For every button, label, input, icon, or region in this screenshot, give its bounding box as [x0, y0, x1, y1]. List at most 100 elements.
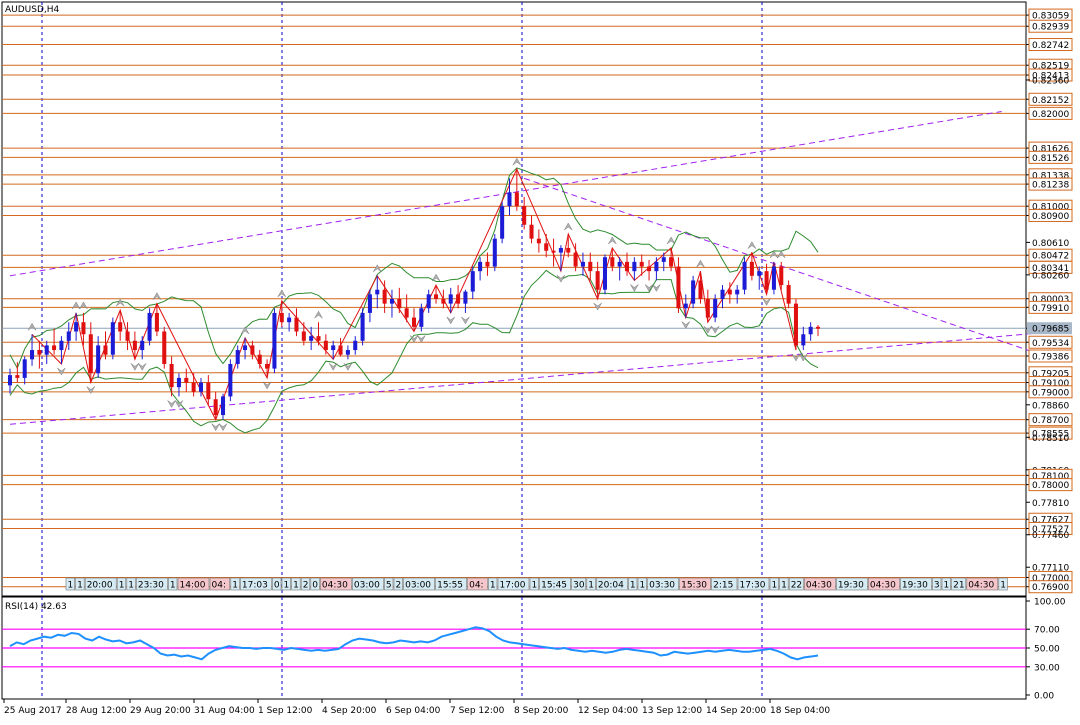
time-tick-label: 28 Aug 12:00: [66, 706, 127, 716]
fractal-down-marker: [593, 302, 602, 311]
bear-candle: [566, 247, 571, 253]
timeline-label: 04:: [469, 581, 483, 591]
price-tick-label: 0.82939: [1032, 23, 1069, 33]
price-tick-label: 0.77810: [1032, 499, 1069, 509]
bear-candle: [514, 192, 519, 207]
fractal-up-marker: [747, 241, 757, 249]
bull-candle: [59, 340, 64, 351]
bear-candle: [595, 271, 600, 290]
rsi-line: [9, 626, 819, 661]
fractal-up-marker: [373, 264, 382, 272]
timeline-box: [209, 577, 231, 591]
timeline-box: [320, 577, 352, 591]
timeline-box: [393, 577, 403, 591]
bull-candle: [492, 238, 497, 267]
fractal-down-marker: [409, 335, 419, 343]
bear-candle: [265, 363, 270, 369]
fractal-markers: [27, 157, 808, 432]
bear-candle: [727, 289, 732, 295]
timeline-box: [679, 577, 711, 591]
timeline-box: [769, 577, 779, 591]
fractal-down-marker: [167, 400, 176, 408]
bull-candle: [235, 350, 240, 364]
price-tick-label: 0.80900: [1032, 212, 1069, 222]
timeline-box: [65, 577, 75, 591]
bull-candle: [500, 206, 505, 239]
fractal-down-marker: [138, 363, 147, 371]
timeline-label: 1: [170, 581, 176, 591]
price-tick-label: 0.81526: [1032, 154, 1069, 164]
bull-candle: [272, 312, 277, 369]
fractal-up-marker: [512, 157, 522, 166]
fractal-down-marker: [556, 274, 566, 283]
timeline-label: 1: [490, 581, 496, 591]
price-tick-label: 0.78100: [1032, 472, 1069, 482]
bear-candle: [779, 266, 784, 286]
bull-candle: [360, 312, 365, 341]
timeline-box: [900, 577, 932, 591]
bull-candle: [742, 261, 747, 290]
price-tick-label: 0.78860: [1032, 401, 1069, 411]
price-tick-label: 0.81000: [1032, 203, 1069, 213]
time-axis: 25 Aug 2017 28 Aug 12:00 29 Aug 20:00 31 Au…: [3, 699, 830, 716]
timeline-label: 15:55: [437, 581, 463, 591]
fractal-down-marker: [762, 298, 771, 306]
timeline-label: 5: [386, 581, 392, 591]
timeline-label: 04:30: [968, 581, 994, 591]
bull-candle: [808, 326, 813, 335]
timeline-box: [932, 577, 942, 591]
timeline-label: 1: [532, 581, 538, 591]
bear-candle: [536, 238, 541, 244]
bull-candle: [713, 299, 718, 318]
bear-candle: [647, 266, 652, 272]
fractal-up-marker: [277, 289, 286, 298]
price-tick-label: 0.82742: [1032, 41, 1069, 51]
bear-candle: [624, 261, 630, 272]
price-level-tag: [1028, 300, 1073, 314]
price-tick-label: 0.79100: [1032, 379, 1069, 389]
time-tick-label: 25 Aug 2017: [4, 706, 62, 716]
timeline-box: [998, 577, 1008, 591]
timeline-box: [951, 577, 967, 591]
fractal-up-marker: [79, 301, 88, 310]
bear-candle: [316, 336, 321, 341]
bull-candle: [478, 261, 483, 272]
timeline-label: 1: [944, 581, 950, 591]
bear-candle: [676, 266, 681, 309]
bear-candle: [301, 331, 306, 341]
timeline-label: 30: [573, 581, 585, 591]
fractal-up-marker: [27, 322, 37, 331]
price-level-tag: [1028, 19, 1073, 33]
bull-candle: [507, 192, 512, 207]
bull-candle: [691, 280, 696, 304]
bull-candle: [147, 312, 152, 341]
price-level-tag: [1028, 208, 1073, 222]
bear-candle: [551, 250, 556, 253]
price-level-tag: [1028, 580, 1073, 594]
time-tick-label: 12 Sep 04:00: [578, 706, 638, 716]
fractal-down-marker: [681, 321, 690, 330]
timeline-label: 2: [396, 581, 402, 591]
price-tick-label: 0.78000: [1032, 481, 1069, 491]
bull-candle: [470, 271, 475, 292]
bear-candle: [81, 322, 86, 335]
timeline-label: 1: [284, 581, 290, 591]
timeline-label: 04:30: [322, 581, 348, 591]
timeline-box: [384, 577, 394, 591]
symbol-title: AUDUSD,H4: [5, 5, 60, 15]
bull-candle: [7, 375, 13, 386]
timeline-box: [136, 577, 168, 591]
time-tick-label: 8 Sep 20:00: [514, 706, 569, 716]
fractal-up-marker: [564, 222, 573, 231]
timeline-box: [711, 577, 738, 591]
bear-candle: [132, 340, 137, 351]
timeline-label: 3: [934, 581, 940, 591]
price-tick-label: 0.77627: [1032, 516, 1069, 526]
fractal-down-marker: [328, 363, 338, 371]
fractal-up-marker: [240, 326, 250, 335]
timeline-strip: 1 1 20:00 1 1 23:30 1 14:00 04: 1 17:03 0 1 1 2 0 04:30 0…: [65, 577, 1008, 591]
bull-candle: [654, 261, 659, 272]
price-tick-label: 0.81338: [1032, 171, 1069, 181]
